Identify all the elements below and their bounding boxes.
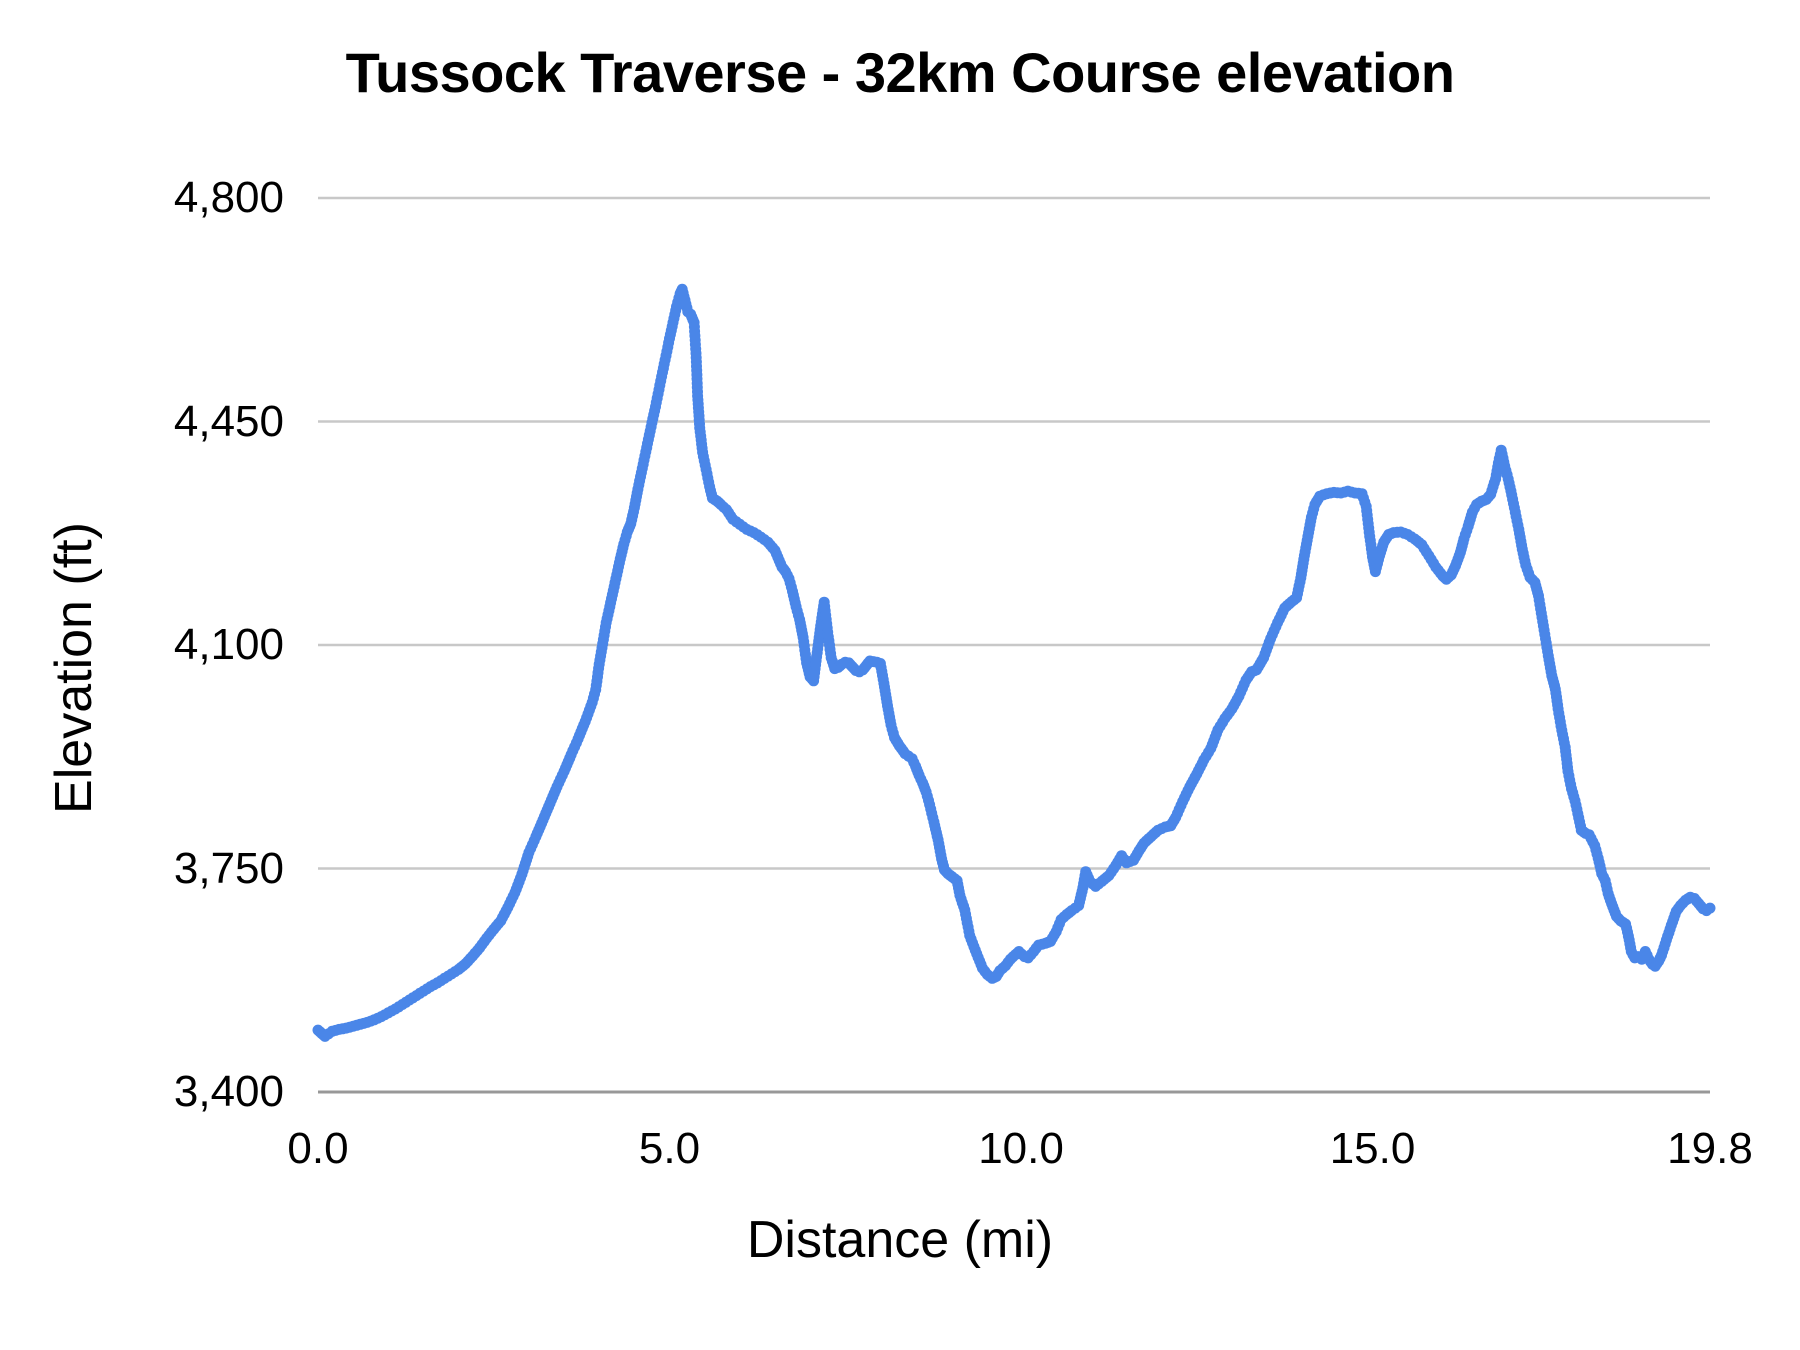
x-axis-title: Distance (mi)	[746, 1211, 1054, 1269]
x-tick-label: 19.8	[1667, 1124, 1753, 1173]
chart-title: Tussock Traverse - 32km Course elevation	[345, 41, 1455, 104]
x-tick-label: 15.0	[1329, 1124, 1416, 1173]
y-tick-label: 4,100	[173, 620, 284, 669]
y-tick-label: 3,750	[173, 843, 284, 893]
y-tick-label: 3,400	[173, 1067, 284, 1116]
elevation-series-markers	[312, 283, 1716, 1042]
x-tick-label: 0.0	[287, 1124, 349, 1173]
y-tick-label: 4,450	[173, 396, 284, 446]
elevation-series-line	[314, 285, 1714, 1040]
x-tick-label: 10.0	[978, 1124, 1064, 1173]
y-tick-label: 4,800	[173, 173, 284, 222]
x-tick-label: 5.0	[638, 1124, 701, 1173]
